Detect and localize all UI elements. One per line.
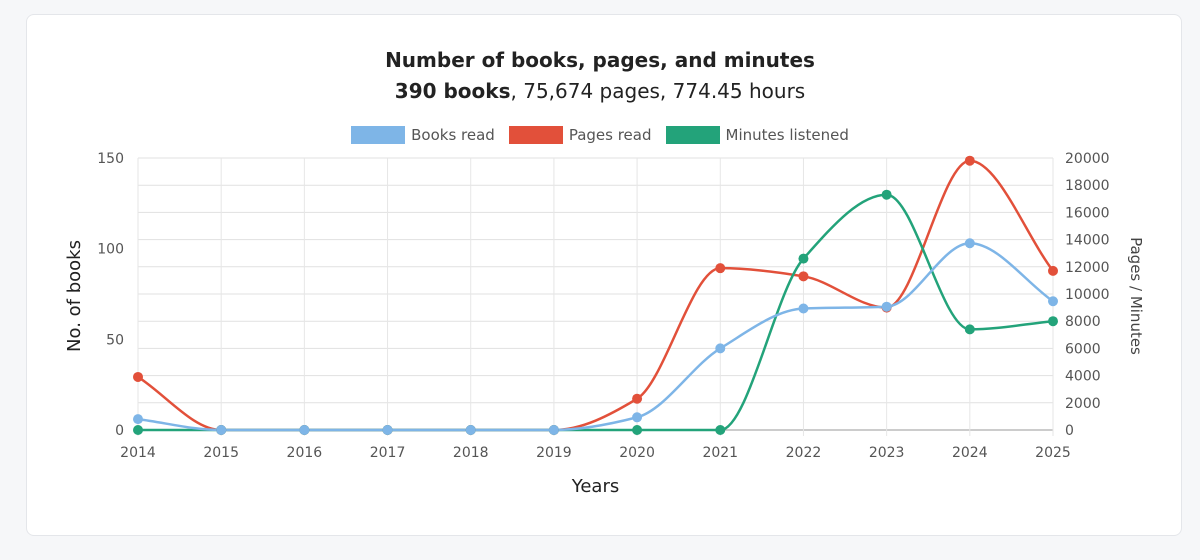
subtitle-rest: , 75,674 pages, 774.45 hours: [510, 79, 806, 103]
data-point-books[interactable]: [964, 238, 975, 249]
data-point-books[interactable]: [299, 425, 310, 435]
x-tick-label: 2021: [702, 445, 738, 461]
grid-lines: [137, 157, 1054, 436]
y2-tick-label: 12000: [1065, 260, 1110, 276]
data-point-pages[interactable]: [1048, 265, 1058, 276]
series-line-minutes: [138, 193, 1054, 432]
data-point-books[interactable]: [632, 412, 643, 423]
legend-item-pages[interactable]: Pages read: [508, 126, 652, 144]
x-tick-label: 2023: [869, 445, 905, 461]
data-point-pages[interactable]: [133, 371, 143, 382]
legend-label-minutes: Minutes listened: [725, 126, 849, 144]
legend-swatch-pages: [508, 126, 563, 144]
y2-axis-title: Pages / Minutes: [1127, 237, 1145, 355]
data-point-minutes[interactable]: [798, 253, 809, 264]
x-tick-label: 2019: [536, 445, 572, 461]
data-point-books[interactable]: [715, 343, 726, 354]
series-points: [133, 155, 1058, 435]
chart-subtitle: 390 books, 75,674 pages, 774.45 hours: [0, 79, 1200, 103]
y-tick-label: 100: [97, 242, 124, 258]
legend-swatch-books: [351, 126, 406, 144]
chart-legend: Books read Pages read Minutes listened: [0, 126, 1200, 144]
y2-tick-label: 20000: [1065, 151, 1110, 167]
legend-label-books: Books read: [411, 126, 495, 144]
data-point-minutes[interactable]: [632, 425, 643, 435]
subtitle-books-count: 390 books: [394, 79, 511, 103]
y2-tick-label: 14000: [1065, 233, 1110, 249]
x-axis-ticks: 2014 2015 2016 2017 2018 2019 2020 2021 2022 2023…: [120, 445, 1071, 461]
y2-tick-label: 18000: [1065, 178, 1110, 194]
data-point-pages[interactable]: [798, 271, 809, 282]
series-lines: [137, 159, 1054, 432]
chart-card: [26, 14, 1182, 536]
y2-tick-label: 16000: [1065, 205, 1110, 221]
data-point-books[interactable]: [798, 303, 809, 314]
data-point-books[interactable]: [1048, 296, 1058, 307]
legend-item-books[interactable]: Books read: [351, 126, 495, 144]
x-tick-label: 2022: [786, 445, 822, 461]
data-point-books[interactable]: [548, 425, 559, 435]
y2-tick-label: 2000: [1065, 396, 1101, 412]
y-axis-title: No. of books: [64, 240, 85, 352]
x-tick-label: 2014: [120, 445, 156, 461]
legend-swatch-minutes: [665, 126, 720, 144]
data-point-minutes[interactable]: [133, 425, 143, 435]
x-tick-label: 2020: [619, 445, 655, 461]
y2-tick-label: 0: [1065, 423, 1074, 439]
data-point-books[interactable]: [465, 425, 476, 435]
data-point-minutes[interactable]: [715, 425, 726, 435]
legend-item-minutes[interactable]: Minutes listened: [665, 126, 849, 144]
legend-label-pages: Pages read: [568, 126, 652, 144]
data-point-pages[interactable]: [964, 155, 975, 166]
data-point-pages[interactable]: [715, 263, 726, 274]
x-tick-label: 2017: [370, 445, 406, 461]
x-axis-title: Years: [571, 476, 620, 497]
chart-title: Number of books, pages, and minutes: [385, 48, 815, 72]
series-line-pages: [137, 159, 1054, 432]
y-tick-label: 50: [106, 332, 124, 348]
data-point-minutes[interactable]: [881, 189, 892, 200]
data-point-books[interactable]: [881, 301, 892, 312]
y-tick-label: 150: [97, 151, 124, 167]
data-point-books[interactable]: [216, 425, 227, 435]
x-tick-label: 2018: [453, 445, 489, 461]
left-axis-ticks: 0 50 100 150: [97, 151, 124, 439]
x-tick-label: 2024: [952, 445, 988, 461]
data-point-pages[interactable]: [632, 393, 643, 404]
series-line-books: [137, 241, 1054, 432]
data-point-minutes[interactable]: [964, 324, 975, 335]
data-point-books[interactable]: [133, 414, 143, 425]
data-point-books[interactable]: [382, 425, 393, 435]
x-tick-label: 2015: [203, 445, 239, 461]
y2-tick-label: 10000: [1065, 287, 1110, 303]
y2-tick-label: 6000: [1065, 341, 1101, 357]
right-axis-ticks: 0 2000 4000 6000 8000 10000 12000 14000 16000 180…: [1065, 151, 1110, 439]
y2-tick-label: 8000: [1065, 314, 1101, 330]
data-point-minutes[interactable]: [1048, 316, 1058, 327]
x-tick-label: 2016: [287, 445, 323, 461]
x-tick-label: 2025: [1035, 445, 1071, 461]
y-tick-label: 0: [115, 423, 124, 439]
y2-tick-label: 4000: [1065, 369, 1101, 385]
